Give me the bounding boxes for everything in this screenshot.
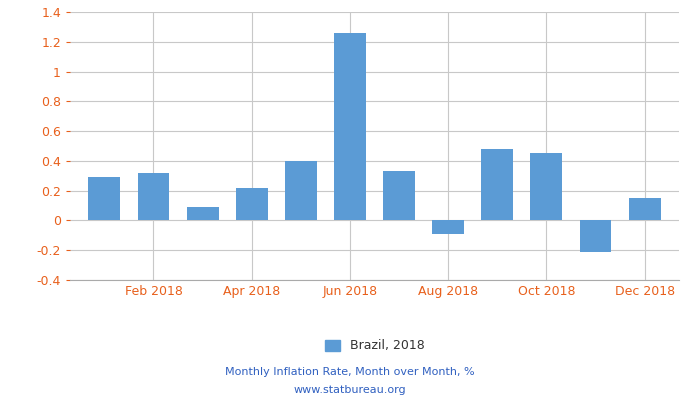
Bar [137,173,169,220]
Bar [531,154,562,220]
Bar [334,33,366,220]
Bar [236,188,267,220]
Bar [383,171,415,220]
Bar [285,161,317,220]
Bar [629,198,661,220]
Bar [187,207,218,220]
Text: www.statbureau.org: www.statbureau.org [294,385,406,395]
Text: Monthly Inflation Rate, Month over Month, %: Monthly Inflation Rate, Month over Month… [225,367,475,377]
Bar [88,177,120,220]
Legend: Brazil, 2018: Brazil, 2018 [320,334,429,358]
Bar [580,220,612,252]
Bar [432,220,464,234]
Bar [482,149,513,220]
